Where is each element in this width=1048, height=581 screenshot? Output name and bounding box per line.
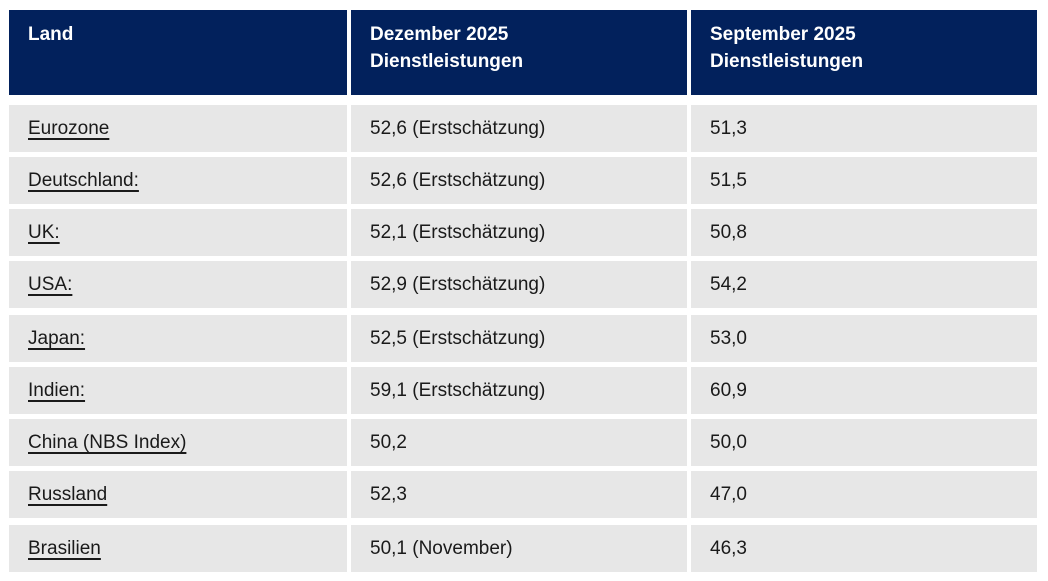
- value-dezember-cell: 52,5 (Erstschätzung): [351, 315, 687, 362]
- value-dezember-cell: 52,1 (Erstschätzung): [351, 209, 687, 256]
- country-link[interactable]: Deutschland:: [28, 169, 139, 191]
- table-row: Indien: 59,1 (Erstschätzung) 60,9: [9, 367, 1037, 414]
- value-september-cell: 53,0: [691, 315, 1037, 362]
- header-cell-dezember-2025: Dezember 2025 Dienstleistungen: [351, 10, 687, 95]
- country-link[interactable]: Indien:: [28, 379, 86, 401]
- table-row: USA: 52,9 (Erstschätzung) 54,2: [9, 261, 1037, 308]
- country-link[interactable]: UK:: [28, 221, 60, 243]
- value-dezember-cell: 50,1 (November): [351, 525, 687, 572]
- country-cell: USA:: [9, 261, 347, 308]
- table-row: China (NBS Index) 50,2 50,0: [9, 419, 1037, 466]
- value-september-cell: 46,3: [691, 525, 1037, 572]
- country-link[interactable]: Russland: [28, 483, 108, 505]
- table-body: Eurozone 52,6 (Erstschätzung) 51,3 Deuts…: [9, 105, 1037, 572]
- country-cell: Deutschland:: [9, 157, 347, 204]
- value-dezember-cell: 52,3: [351, 471, 687, 518]
- value-september-cell: 50,0: [691, 419, 1037, 466]
- table-row: Russland 52,3 47,0: [9, 471, 1037, 518]
- value-dezember-cell: 52,6 (Erstschätzung): [351, 157, 687, 204]
- value-dezember-cell: 50,2: [351, 419, 687, 466]
- table-row: Brasilien 50,1 (November) 46,3: [9, 525, 1037, 572]
- value-september-cell: 51,5: [691, 157, 1037, 204]
- country-link[interactable]: Japan:: [28, 327, 86, 349]
- value-september-cell: 51,3: [691, 105, 1037, 152]
- value-dezember-cell: 52,9 (Erstschätzung): [351, 261, 687, 308]
- table-row: Eurozone 52,6 (Erstschätzung) 51,3: [9, 105, 1037, 152]
- table-row: Japan: 52,5 (Erstschätzung) 53,0: [9, 315, 1037, 362]
- table-row: Deutschland: 52,6 (Erstschätzung) 51,5: [9, 157, 1037, 204]
- table-row: UK: 52,1 (Erstschätzung) 50,8: [9, 209, 1037, 256]
- country-cell: Russland: [9, 471, 347, 518]
- table-header-row: Land Dezember 2025 Dienstleistungen Sept…: [9, 10, 1037, 95]
- country-cell: Japan:: [9, 315, 347, 362]
- value-september-cell: 50,8: [691, 209, 1037, 256]
- value-september-cell: 60,9: [691, 367, 1037, 414]
- country-cell: Brasilien: [9, 525, 347, 572]
- country-link[interactable]: Brasilien: [28, 537, 101, 559]
- value-september-cell: 54,2: [691, 261, 1037, 308]
- country-link[interactable]: Eurozone: [28, 117, 110, 139]
- value-september-cell: 47,0: [691, 471, 1037, 518]
- country-cell: Eurozone: [9, 105, 347, 152]
- country-link[interactable]: China (NBS Index): [28, 431, 187, 453]
- country-cell: UK:: [9, 209, 347, 256]
- value-dezember-cell: 52,6 (Erstschätzung): [351, 105, 687, 152]
- country-link[interactable]: USA:: [28, 273, 73, 295]
- pmi-services-table: Land Dezember 2025 Dienstleistungen Sept…: [9, 10, 1037, 572]
- header-cell-land: Land: [9, 10, 347, 95]
- country-cell: Indien:: [9, 367, 347, 414]
- country-cell: China (NBS Index): [9, 419, 347, 466]
- value-dezember-cell: 59,1 (Erstschätzung): [351, 367, 687, 414]
- header-cell-september-2025: September 2025 Dienstleistungen: [691, 10, 1037, 95]
